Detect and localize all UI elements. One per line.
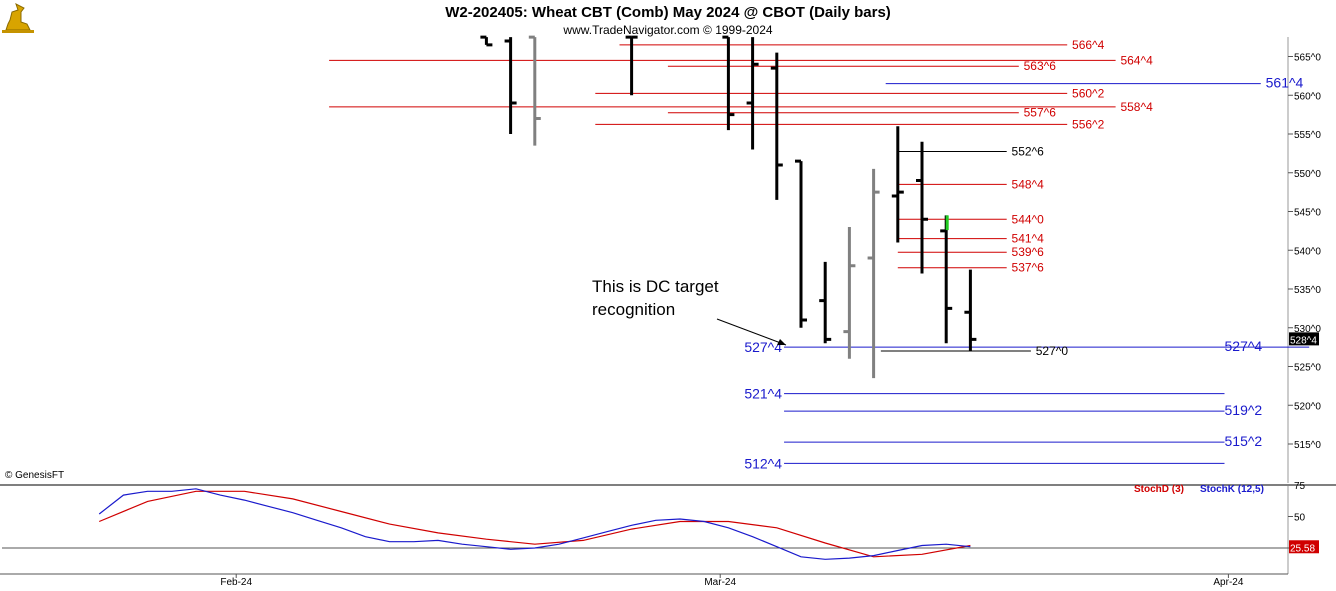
- level-label: 548^4: [1012, 177, 1045, 191]
- stoch-tick-label: 50: [1294, 513, 1306, 524]
- price-tick-label: 535^0: [1294, 285, 1321, 296]
- chart-subtitle: www.TradeNavigator.com © 1999-2024: [562, 23, 772, 37]
- level-label: 527^4: [1225, 338, 1263, 354]
- level-label: 557^6: [1024, 106, 1057, 120]
- level-label: 560^2: [1072, 86, 1105, 100]
- legend-stochd: StochD (3): [1134, 484, 1184, 495]
- price-tick-label: 545^0: [1294, 208, 1321, 219]
- watermark: © GenesisFT: [5, 470, 64, 481]
- price-tick-label: 525^0: [1294, 363, 1321, 374]
- price-tick-label: 560^0: [1294, 91, 1321, 102]
- level-label: 537^6: [1012, 261, 1045, 275]
- annotation-line-1: This is DC target: [592, 277, 719, 296]
- price-plot-area: [2, 37, 1288, 483]
- level-label: 563^6: [1024, 59, 1057, 73]
- last-price-label: 528^4: [1290, 335, 1317, 346]
- level-label: 561^4: [1266, 75, 1304, 91]
- stoch-tick-label: 75: [1294, 481, 1306, 492]
- price-tick-label: 565^0: [1294, 53, 1321, 64]
- stoch-last-label: 25.58: [1290, 543, 1315, 554]
- price-tick-label: 515^0: [1294, 440, 1321, 451]
- price-tick-label: 530^0: [1294, 324, 1321, 335]
- stoch-series-line: [98, 488, 971, 560]
- price-panel: 565^0 560^0 555^0 550^0 545^0 540^0 535^0 530^0…: [2, 35, 1321, 483]
- level-left-label: 512^4: [744, 455, 782, 471]
- level-left-label: 521^4: [744, 386, 782, 402]
- level-label: 564^4: [1120, 53, 1153, 67]
- level-label: 541^4: [1012, 232, 1045, 246]
- stoch-series-line: [98, 490, 971, 558]
- annotation-line-2: recognition: [592, 300, 675, 319]
- price-tick-label: 555^0: [1294, 130, 1321, 141]
- stoch-last-box: [1289, 540, 1319, 554]
- level-label: 519^2: [1225, 402, 1263, 418]
- price-tick-label: 540^0: [1294, 246, 1321, 257]
- level-label: 566^4: [1072, 38, 1105, 52]
- level-label: 552^6: [1012, 144, 1045, 158]
- level-label: 515^2: [1225, 433, 1263, 449]
- level-label: 539^6: [1012, 245, 1045, 259]
- annotation-arrow: [716, 318, 787, 346]
- time-tick-label: Mar-24: [704, 577, 736, 588]
- last-price-box: [1289, 332, 1319, 346]
- time-tick-label: Feb-24: [220, 577, 252, 588]
- price-tick-label: 520^0: [1294, 401, 1321, 412]
- level-label: 558^4: [1120, 100, 1153, 114]
- price-tick-label: 550^0: [1294, 169, 1321, 180]
- level-label: 556^2: [1072, 117, 1105, 131]
- chart-title: W2-202405: Wheat CBT (Comb) May 2024 @ C…: [445, 4, 891, 21]
- time-tick-label: Apr-24: [1213, 577, 1243, 588]
- level-label: 527^0: [1036, 344, 1069, 358]
- legend-stochk: StochK (12,5): [1200, 484, 1264, 495]
- annotation-arrowhead: [777, 339, 786, 345]
- stochastic-panel: 75 50 25.58 StochD (3) StochK (12,5): [2, 481, 1319, 574]
- gold-bull-logo-icon: [2, 3, 34, 33]
- level-left-label: 527^4: [744, 339, 782, 355]
- level-label: 544^0: [1012, 212, 1045, 226]
